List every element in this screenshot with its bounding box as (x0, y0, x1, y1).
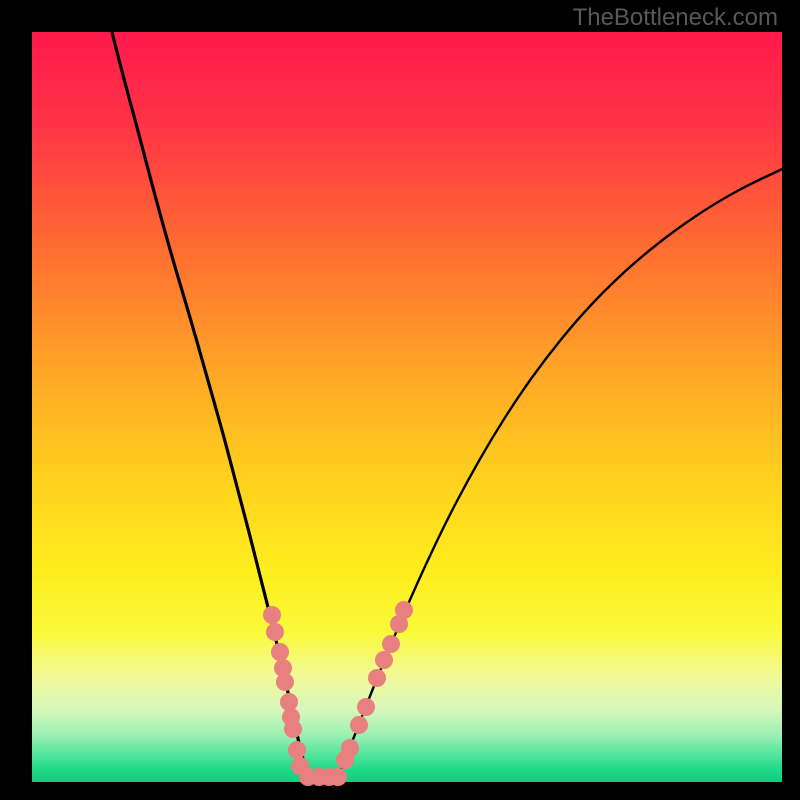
scatter-dot (284, 720, 302, 738)
scatter-dot (382, 635, 400, 653)
scatter-dot (329, 768, 347, 786)
scatter-dot (276, 673, 294, 691)
watermark-text: TheBottleneck.com (573, 4, 778, 32)
bottleneck-curve (32, 32, 782, 782)
scatter-dot (395, 601, 413, 619)
scatter-dot (357, 698, 375, 716)
plot-area (32, 32, 782, 782)
scatter-dot (263, 606, 281, 624)
curve-right (338, 169, 782, 776)
scatter-dot (266, 623, 284, 641)
scatter-dot (341, 739, 359, 757)
outer-frame: TheBottleneck.com (0, 0, 800, 800)
scatter-dot (368, 669, 386, 687)
scatter-dot (375, 651, 393, 669)
scatter-dot (350, 716, 368, 734)
